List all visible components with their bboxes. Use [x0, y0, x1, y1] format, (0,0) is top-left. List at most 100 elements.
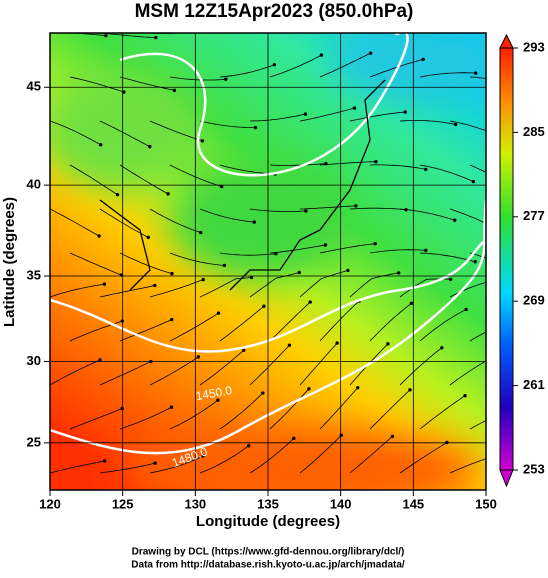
colorbar-label: 293 — [523, 39, 545, 54]
arrowhead — [518, 190, 521, 193]
streamline — [249, 208, 306, 212]
arrowhead — [249, 275, 254, 280]
x-label: Longitude (degrees) — [196, 513, 340, 530]
x-tick-label: 125 — [112, 496, 134, 511]
arrowhead — [519, 403, 522, 406]
streamline — [50, 460, 105, 474]
arrowhead — [200, 139, 205, 143]
streamline — [99, 208, 149, 238]
arrowhead — [323, 243, 328, 247]
streamline — [269, 54, 322, 78]
streamline — [349, 111, 406, 122]
x-tick-label: 130 — [184, 496, 206, 511]
streamline — [419, 252, 476, 263]
arrowhead — [204, 29, 207, 32]
streamline — [299, 434, 342, 474]
arrowhead — [196, 355, 201, 359]
streamline — [149, 455, 204, 474]
streamline — [149, 356, 199, 386]
streamline — [249, 272, 300, 298]
arrowhead — [146, 235, 150, 240]
colorbar-label: 261 — [523, 377, 545, 392]
arrowhead — [396, 271, 401, 275]
contour-label: 1450.0 — [195, 383, 234, 403]
colorbar — [499, 33, 514, 488]
streamline — [399, 208, 455, 221]
streamline — [469, 420, 486, 430]
streamline — [319, 387, 359, 430]
y-tick-label: 35 — [27, 267, 41, 282]
arrowhead — [352, 106, 357, 110]
arrowhead — [440, 346, 444, 350]
streamline — [149, 120, 203, 142]
streamline — [199, 445, 249, 474]
footer-line: Data from http://database.rish.kyoto-u.a… — [131, 560, 405, 571]
streamline — [249, 113, 306, 122]
arrowhead — [473, 259, 477, 264]
streamline — [450, 33, 452, 34]
arrowhead — [166, 192, 170, 196]
x-tick-label: 120 — [39, 496, 61, 511]
streamline — [369, 164, 426, 170]
streamline — [99, 33, 156, 38]
arrowhead — [216, 311, 221, 315]
streamline — [169, 76, 226, 81]
arrowhead — [464, 307, 468, 312]
arrowhead — [169, 405, 174, 409]
streamline — [319, 52, 371, 78]
x-tick-label: 145 — [402, 496, 424, 511]
streamline — [299, 342, 338, 386]
streamline — [219, 392, 264, 430]
streamline — [199, 208, 255, 223]
streamline — [69, 408, 123, 430]
arrowhead — [496, 353, 499, 356]
streamline — [119, 252, 173, 274]
arrowhead — [153, 283, 157, 288]
streamline — [69, 164, 118, 196]
streamline — [119, 164, 169, 195]
arrowhead — [453, 218, 457, 222]
streamline — [299, 107, 355, 122]
arrowhead — [98, 143, 103, 147]
arrowhead — [303, 112, 308, 116]
streamline — [449, 120, 486, 132]
arrowhead — [421, 57, 425, 62]
streamline — [299, 205, 356, 210]
arrowhead — [424, 167, 428, 172]
streamline — [199, 120, 256, 128]
streamline — [269, 301, 311, 342]
y-tick-label: 45 — [27, 79, 41, 94]
streamline — [99, 462, 156, 474]
arrowhead — [463, 394, 467, 398]
streamline — [419, 72, 476, 78]
streamline — [419, 395, 466, 430]
streamline — [69, 252, 122, 276]
y-tick-label: 30 — [27, 353, 41, 368]
arrowhead — [356, 385, 360, 390]
streamline — [319, 161, 376, 166]
streamline — [50, 359, 101, 386]
arrowhead — [253, 125, 258, 130]
streamline — [119, 76, 175, 91]
arrowhead — [287, 343, 292, 347]
colorbar-label: 285 — [523, 124, 545, 139]
footer-line: Drawing by DCL (https://www.gfd-dennou.o… — [132, 547, 405, 558]
streamline — [369, 59, 424, 78]
arrowhead — [374, 160, 378, 164]
title: MSM 12Z15Apr2023 (850.0hPa) — [135, 1, 414, 22]
streamline — [169, 312, 219, 342]
arrowhead — [224, 77, 228, 81]
arrowhead — [448, 277, 453, 282]
arrowhead — [198, 230, 203, 235]
arrowhead — [261, 391, 265, 395]
streamline — [419, 164, 474, 182]
arrowhead — [216, 398, 220, 402]
streamline — [99, 285, 155, 298]
arrowhead — [219, 184, 224, 189]
streamline — [119, 319, 172, 342]
arrowhead — [354, 204, 358, 208]
streamline — [399, 347, 443, 386]
arrowhead — [451, 13, 454, 16]
streamline — [369, 389, 411, 430]
streamline — [349, 272, 399, 298]
